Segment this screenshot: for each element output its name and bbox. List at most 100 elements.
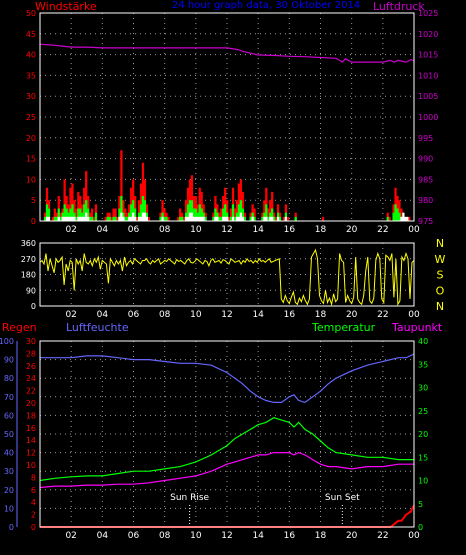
wind-gust-bar [188, 200, 192, 221]
direction-compass-label: O [436, 284, 445, 297]
wind-gust-bar [71, 204, 74, 221]
dir-x-tick-label: 08 [159, 310, 171, 320]
wind-gust-bar [45, 204, 49, 221]
wind-max-bar [92, 216, 96, 221]
temperature-y-tick-label: 25 [418, 407, 428, 416]
wind-max-bar [71, 183, 74, 221]
dir-x-tick-label: 14 [252, 310, 264, 320]
pressure-line [39, 43, 415, 63]
direction-compass-label: W [435, 253, 446, 266]
wind-x-tick-label: 22 [377, 225, 388, 235]
wind-direction-line [39, 248, 415, 307]
direction-compass-label: N [436, 237, 444, 250]
wind-gust-bar [398, 212, 401, 221]
wind-gust-bar [88, 216, 92, 221]
wind-mean-bar [271, 216, 274, 221]
wind-gust-bar [118, 208, 121, 221]
wind-gust-bar [94, 212, 98, 221]
temperature-y-tick-label: 35 [418, 360, 428, 369]
wind-x-tick-label: 02 [65, 225, 76, 235]
wind-gust-bar [271, 208, 274, 221]
temp-x-tick-label: 20 [346, 531, 358, 541]
wind-mean-bar [202, 216, 205, 221]
wind-mean-bar [231, 216, 235, 221]
wind-gust-bar [224, 204, 227, 221]
wind-gust-bar [231, 204, 235, 221]
dir-x-tick-label: 20 [346, 310, 358, 320]
wind-gust-bar [47, 208, 51, 221]
wind-gust-bar [212, 216, 215, 221]
wind-max-bar [116, 216, 119, 221]
wind-x-tick-label: 00 [408, 225, 420, 235]
wind-max-bar [286, 216, 289, 221]
wind-mean-bar [86, 216, 90, 221]
humidity-y-tick-label: 70 [4, 393, 14, 402]
rain-axis-label: Regen [2, 321, 37, 334]
wind-gust-bar [63, 204, 66, 221]
wind-x-tick-label: 18 [315, 225, 327, 235]
wind-x-tick-label: 04 [97, 225, 109, 235]
wind-x-tick-label: 20 [346, 225, 358, 235]
wind-gust-bar [265, 204, 268, 221]
temp-x-tick-label: 06 [128, 531, 140, 541]
temp-x-tick-label: 16 [284, 531, 296, 541]
pressure-y-tick-label: 980 [418, 196, 433, 205]
wind-y-tick-label: 5 [31, 196, 36, 205]
wind-gust-bar [126, 216, 129, 221]
wind-y-tick-label: 45 [26, 30, 36, 39]
temp-x-tick-label: 22 [377, 531, 388, 541]
dir-x-tick-label: 22 [377, 310, 388, 320]
wind-gust-bar [65, 208, 68, 221]
wind-gust-bar [200, 208, 203, 221]
wind-panel-frame [39, 12, 415, 222]
wind-max-bar [400, 208, 403, 221]
wind-max-bar [139, 183, 143, 221]
wind-mean-bar [145, 216, 148, 221]
wind-gust-bar [133, 208, 137, 221]
wind-y-tick-label: 40 [26, 51, 36, 60]
wind-mean-bar [69, 216, 72, 221]
wind-x-tick-label: 16 [284, 225, 296, 235]
wind-gust-bar [396, 208, 399, 221]
wind-max-bar [214, 196, 217, 221]
wind-max-bar [141, 162, 145, 221]
wind-y-tick-label: 15 [26, 155, 36, 164]
wind-max-bar [73, 200, 76, 221]
wind-y-tick-label: 10 [26, 175, 36, 184]
temperature-y-tick-label: 40 [418, 337, 428, 346]
wind-mean-bar [404, 216, 407, 221]
wind-max-bar [241, 191, 244, 221]
rain-y-tick-label: 18 [26, 411, 36, 420]
wind-gust-bar [220, 216, 223, 221]
wind-max-bar [120, 150, 123, 221]
wind-mean-bar [188, 212, 192, 221]
wind-max-bar [253, 208, 256, 221]
pressure-y-tick-label: 1010 [418, 71, 438, 80]
humidity-y-tick-label: 10 [4, 504, 14, 513]
wind-gust-bar [79, 208, 82, 221]
wind-max-bar [112, 208, 115, 221]
rain-y-tick-label: 22 [26, 387, 36, 396]
wind-gust-bar [59, 216, 62, 221]
wind-mean-bar [186, 216, 190, 221]
humidity-y-tick-label: 80 [4, 374, 14, 383]
rain-y-tick-label: 4 [31, 498, 36, 507]
wind-gust-bar [198, 204, 201, 221]
wind-gust-bar [69, 208, 72, 221]
pressure-y-tick-label: 975 [418, 217, 433, 226]
wind-gust-bar [392, 212, 395, 221]
temperature-y-tick-label: 30 [418, 384, 428, 393]
rain-y-tick-label: 24 [26, 374, 36, 383]
wind-max-bar [398, 200, 401, 221]
wind-mean-bar [161, 216, 164, 221]
wind-mean-bar [79, 216, 82, 221]
wind-mean-bar [184, 216, 188, 221]
rain-y-tick-label: 2 [31, 511, 36, 520]
dir-x-tick-label: 10 [190, 310, 202, 320]
wind-gust-bar [114, 216, 117, 221]
wind-mean-bar [61, 216, 64, 221]
wind-max-bar [124, 208, 127, 221]
dir-x-tick-label: 12 [221, 310, 232, 320]
wind-gust-bar [159, 216, 162, 221]
wind-gust-bar [253, 216, 256, 221]
